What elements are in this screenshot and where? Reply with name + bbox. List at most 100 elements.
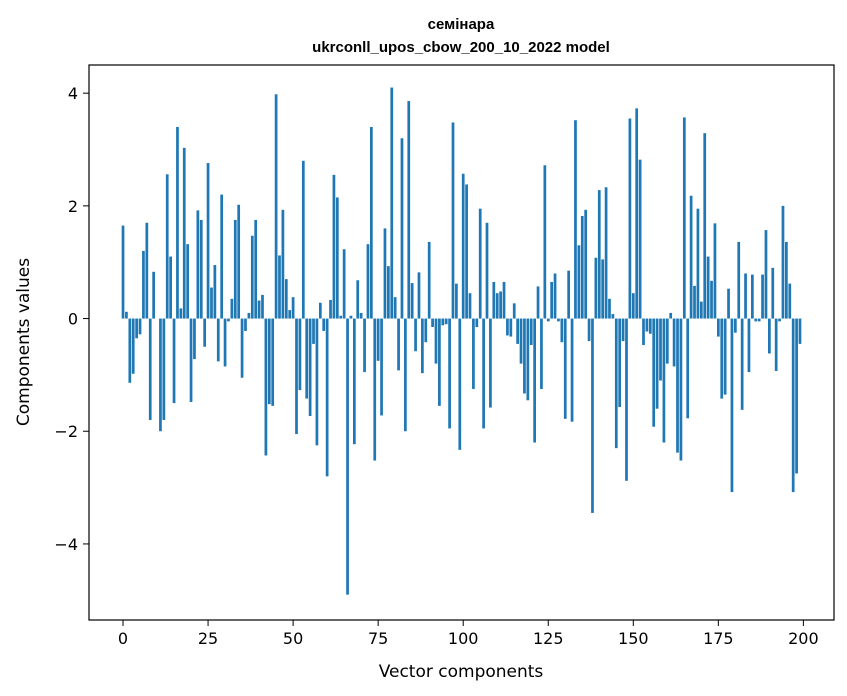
bar-28 xyxy=(216,318,220,362)
bar-13 xyxy=(165,174,169,319)
bar-96 xyxy=(448,318,451,429)
bar-44 xyxy=(271,318,275,406)
bar-6 xyxy=(142,250,145,319)
bar-161 xyxy=(669,312,673,319)
bar-34 xyxy=(237,204,241,319)
bar-43 xyxy=(267,318,271,405)
y-tick-label: −2 xyxy=(54,422,78,441)
bar-69 xyxy=(356,280,360,319)
bar-8 xyxy=(148,318,152,420)
bar-20 xyxy=(189,318,193,402)
bar-5 xyxy=(138,318,142,335)
bar-194 xyxy=(781,205,785,319)
bar-51 xyxy=(295,318,298,435)
bar-162 xyxy=(672,318,676,367)
y-axis-label: Components values xyxy=(14,258,34,426)
bar-108 xyxy=(489,318,492,408)
bar-131 xyxy=(567,270,571,319)
bar-132 xyxy=(570,318,574,422)
bar-187 xyxy=(757,318,761,322)
bar-123 xyxy=(540,318,543,389)
bar-68 xyxy=(352,318,356,445)
x-tick-label: 100 xyxy=(448,629,479,648)
bar-38 xyxy=(250,235,254,319)
bar-174 xyxy=(713,223,717,319)
bar-154 xyxy=(645,318,649,332)
bar-121 xyxy=(533,318,536,443)
bar-82 xyxy=(400,138,404,319)
bar-141 xyxy=(601,259,605,319)
bar-179 xyxy=(730,318,734,493)
bar-145 xyxy=(614,318,618,449)
y-tick-label: −4 xyxy=(54,535,78,554)
bar-130 xyxy=(563,318,567,419)
bar-103 xyxy=(472,318,475,389)
bar-197 xyxy=(791,318,795,493)
bar-172 xyxy=(706,256,710,319)
bar-93 xyxy=(438,318,441,406)
x-tick-label: 50 xyxy=(283,629,303,648)
bar-166 xyxy=(686,318,690,419)
bar-45 xyxy=(274,94,278,319)
bar-113 xyxy=(506,318,509,336)
bar-149 xyxy=(628,118,632,319)
bar-7 xyxy=(145,222,149,319)
bar-110 xyxy=(495,293,499,319)
bar-190 xyxy=(768,318,771,354)
bar-60 xyxy=(325,318,329,477)
bar-198 xyxy=(795,318,798,474)
bar-153 xyxy=(642,318,645,346)
bar-126 xyxy=(550,281,554,319)
bar-47 xyxy=(281,209,285,319)
x-tick-label: 0 xyxy=(118,629,128,648)
bar-1 xyxy=(125,311,128,319)
x-tick-label: 125 xyxy=(533,629,564,648)
bar-165 xyxy=(682,117,686,319)
bar-73 xyxy=(369,126,373,319)
bar-169 xyxy=(696,208,700,319)
bar-77 xyxy=(383,228,387,319)
bar-65 xyxy=(342,249,346,319)
bar-22 xyxy=(196,210,200,319)
bar-18 xyxy=(182,147,186,319)
bar-9 xyxy=(152,271,155,319)
bar-134 xyxy=(577,245,581,319)
bar-17 xyxy=(179,308,183,319)
bar-67 xyxy=(349,315,353,319)
bar-30 xyxy=(223,318,227,367)
bar-72 xyxy=(366,244,370,319)
bar-62 xyxy=(332,174,336,319)
bar-3 xyxy=(131,318,135,374)
y-tick-label: 4 xyxy=(68,84,78,103)
bar-27 xyxy=(213,265,217,319)
bar-170 xyxy=(699,301,703,319)
bars-group xyxy=(121,87,802,595)
bar-41 xyxy=(261,294,264,319)
bar-137 xyxy=(587,318,591,342)
bar-158 xyxy=(659,318,662,381)
bar-167 xyxy=(689,195,693,319)
bar-70 xyxy=(359,312,363,319)
bar-4 xyxy=(135,318,138,339)
x-tick-label: 200 xyxy=(788,629,819,648)
bar-183 xyxy=(744,273,747,319)
bar-182 xyxy=(740,318,744,410)
bar-119 xyxy=(526,318,530,401)
bar-64 xyxy=(339,315,343,319)
bar-104 xyxy=(475,318,479,327)
bar-152 xyxy=(638,159,642,319)
bar-56 xyxy=(312,318,315,344)
bar-112 xyxy=(502,281,506,319)
x-tick-label: 75 xyxy=(368,629,388,648)
bar-95 xyxy=(444,318,448,325)
bar-19 xyxy=(186,244,190,319)
bar-76 xyxy=(380,318,383,416)
bar-189 xyxy=(764,230,768,319)
x-axis-ticks: 0 25 50 75 100 125 150 175 200 xyxy=(118,620,819,648)
bar-89 xyxy=(424,318,428,343)
bar-15 xyxy=(172,318,176,404)
chart-title: семінара xyxy=(428,16,495,33)
bar-195 xyxy=(785,241,788,319)
bar-31 xyxy=(227,318,230,322)
bar-156 xyxy=(652,318,656,427)
